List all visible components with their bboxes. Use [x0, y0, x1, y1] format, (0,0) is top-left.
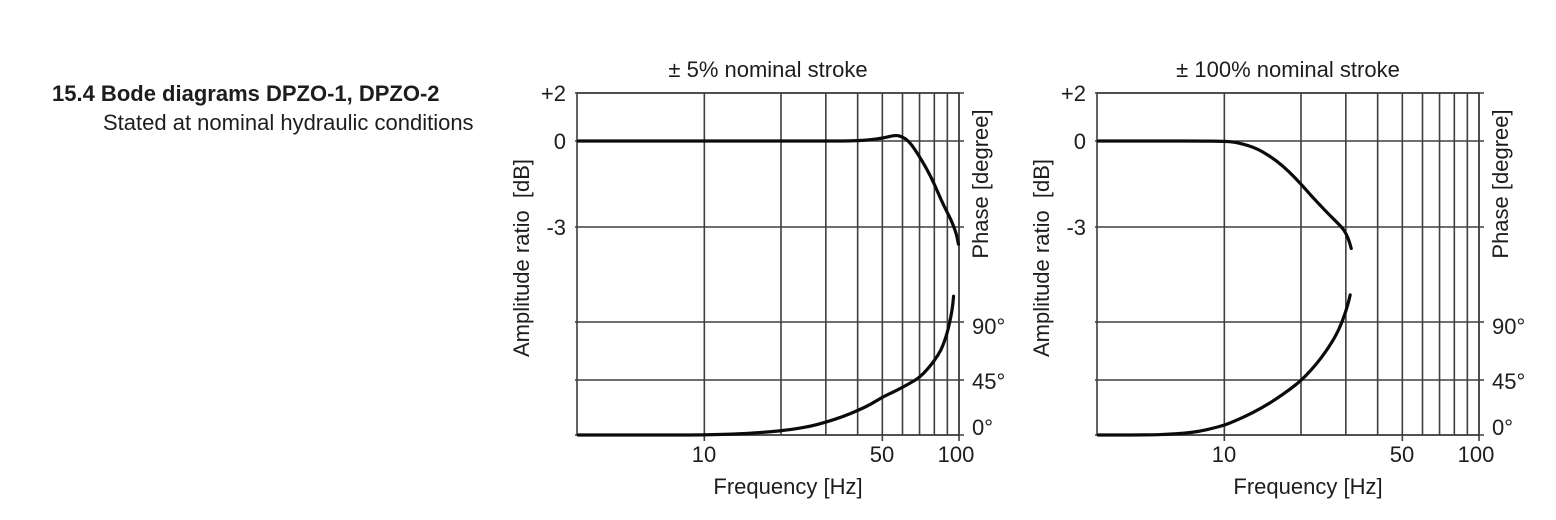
freq-tick-label-50: 50 — [870, 442, 894, 467]
freq-tick-label-100: 100 — [938, 442, 975, 467]
phase-tick-label-90: 90° — [1492, 314, 1525, 339]
chart-title: ± 5% nominal stroke — [668, 57, 867, 82]
phase-tick-label-45: 45° — [1492, 369, 1525, 394]
section-subtitle: Stated at nominal hydraulic conditions — [103, 110, 474, 135]
section-heading: 15.4 Bode diagrams DPZO-1, DPZO-2 Stated… — [52, 79, 474, 137]
freq-tick-label-50: 50 — [1390, 442, 1414, 467]
amp-tick-label-plus2: +2 — [541, 81, 566, 106]
freq-tick-label-10: 10 — [1212, 442, 1236, 467]
phase-tick-label-0: 0° — [972, 415, 993, 440]
phase-tick-label-90: 90° — [972, 314, 1005, 339]
amp-tick-label-0: 0 — [1074, 129, 1086, 154]
amp-tick-label-minus3: -3 — [546, 215, 566, 240]
curve-layer — [576, 133, 961, 437]
phase-tick-label-45: 45° — [972, 369, 1005, 394]
phase-tick-label-0: 0° — [1492, 415, 1513, 440]
chart-title: ± 100% nominal stroke — [1176, 57, 1400, 82]
phase-axis-label: Phase [degree] — [968, 109, 993, 258]
bode-chart-100pct-stroke: ± 100% nominal stroke +2 0 -3 Amplitude … — [1029, 57, 1525, 499]
grid-layer — [1095, 92, 1484, 441]
frequency-axis-label: Frequency [Hz] — [713, 474, 862, 499]
amp-tick-label-plus2: +2 — [1061, 81, 1086, 106]
amplitude-axis-label: Amplitude ratio [dB] — [1029, 159, 1054, 357]
freq-tick-label-100: 100 — [1458, 442, 1495, 467]
grid-layer — [575, 92, 964, 441]
amp-tick-label-0: 0 — [554, 129, 566, 154]
section-title: 15.4 Bode diagrams DPZO-1, DPZO-2 — [52, 81, 440, 106]
amplitude-curve — [576, 133, 961, 246]
curve-layer — [1096, 139, 1353, 437]
amplitude-curve — [1096, 139, 1353, 251]
frequency-axis-label: Frequency [Hz] — [1233, 474, 1382, 499]
plot-border — [1096, 92, 1480, 436]
amp-tick-label-minus3: -3 — [1066, 215, 1086, 240]
phase-axis-label: Phase [degree] — [1488, 109, 1513, 258]
bode-chart-5pct-stroke: ± 5% nominal stroke +2 0 -3 Amplitude ra… — [509, 57, 1005, 499]
phase-curve — [576, 294, 956, 437]
freq-tick-label-10: 10 — [692, 442, 716, 467]
phase-curve — [1096, 293, 1352, 437]
plot-border — [576, 92, 960, 436]
amplitude-axis-label: Amplitude ratio [dB] — [509, 159, 534, 357]
